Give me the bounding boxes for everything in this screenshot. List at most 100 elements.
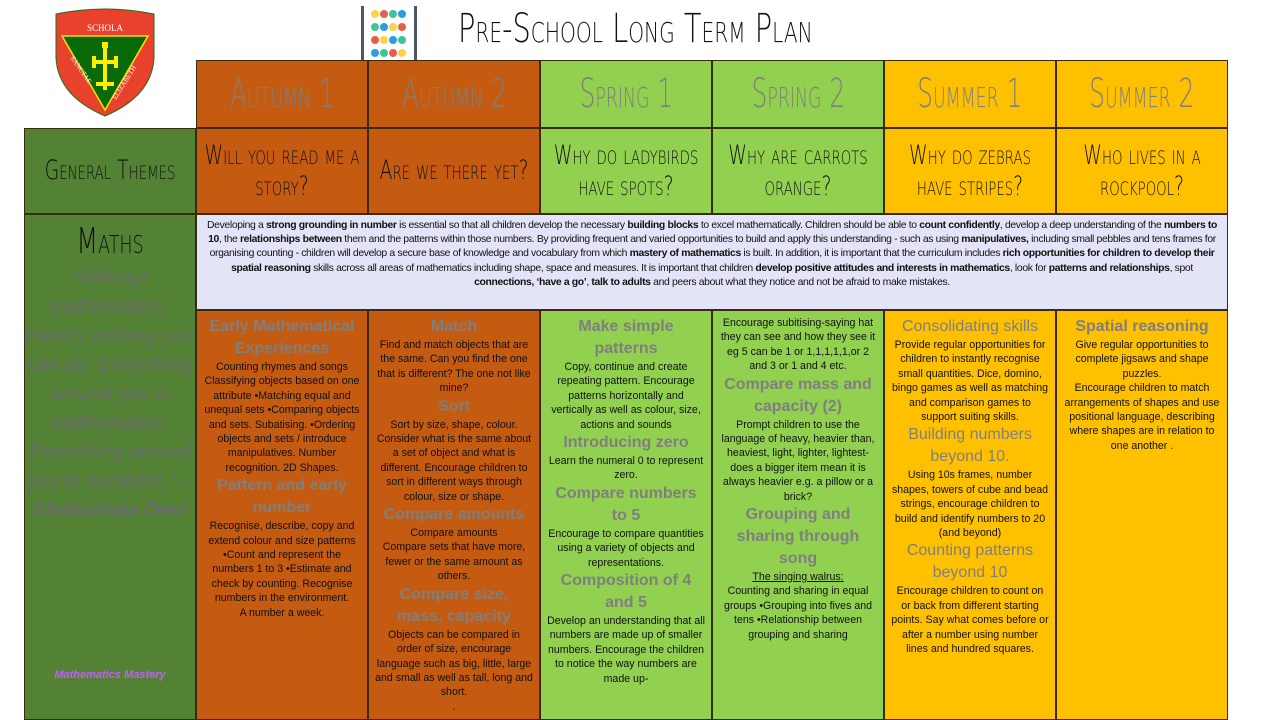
intro-segment: develop positive attitudes and interests… [755,262,1010,274]
intro-segment: is built. In addition, it is important t… [740,248,1003,260]
theme-cell: Are we there yet? [368,128,540,214]
maths-quote: “Without mathematics, there’s nothing yo… [25,264,195,525]
content-heading: Compare numbers to 5 [555,484,697,524]
intro-segment: relationships between [239,234,342,246]
intro-segment: strong grounding in number [266,220,397,231]
term-label: Autumn 1 [229,71,335,117]
theme-cell: Who lives in a rockpool? [1056,128,1228,214]
term-header: Summer 1 [884,60,1056,128]
content-text: Compare amounts [410,527,498,540]
maths-intro-paragraph: Developing a strong grounding in number … [196,214,1228,310]
theme-text: Why do ladybirds have spots? [553,139,699,202]
content-text: Sort by size, shape, colour. Consider wh… [376,418,532,503]
content-text: Prompt children to use the language of h… [721,418,875,503]
content-heading: Consolidating skills [901,318,1039,335]
intro-segment: building blocks [627,220,699,231]
intro-segment: including small pebbles and tens frames … [209,234,1217,260]
intro-segment: talk to adults [591,276,651,288]
theme-text: Will you read me a story? [204,139,360,202]
intro-segment: manipulatives, [961,234,1029,246]
content-heading: Pattern and early number [217,477,347,517]
term-label: Spring 2 [751,71,845,117]
intro-segment: connections, ‘have a go’ [474,276,587,288]
content-text: The singing walrus: [752,571,844,584]
content-text: A number a week. [239,606,325,619]
general-themes-label: General Themes [24,128,196,214]
svg-text:SCHOLA: SCHOLA [87,23,124,33]
maths-content-column: Spatial reasoning Give regular opportunit… [1056,310,1228,720]
intro-segment: Developing a [207,220,266,231]
content-text: Encourage children to match arrangements… [1064,382,1220,452]
content-text: Encourage to compare quantities using a … [548,527,704,569]
content-text: . [452,700,456,713]
theme-text: Why do zebras have stripes? [908,139,1031,202]
maths-content-column: Consolidating skills Provide regular oppo… [884,310,1056,720]
term-label: Summer 1 [917,71,1023,117]
content-heading: Compare amounts [383,506,525,524]
quote-author: Shakuntala Devi [32,499,188,521]
intro-segment: , develop a deep understanding of the [999,220,1164,231]
intro-segment: , look for [1009,262,1049,274]
content-text: Find and match objects that are the same… [377,339,531,395]
intro-segment: is essential so that all children develo… [396,220,628,231]
intro-segment: count confidently [919,220,1000,231]
intro-segment: and peers about what they notice and not… [650,276,950,288]
content-text: Develop an understanding that all number… [547,615,705,685]
content-heading: Introducing zero [563,434,689,452]
intro-segment: them and the patterns within those numbe… [341,234,962,246]
school-crest-icon: SCHOLA SANCTAE ELIZABETH [55,8,155,117]
term-header: Autumn 2 [368,60,540,128]
content-text: Using 10s frames, number shapes, towers … [891,469,1049,540]
content-heading: Compare size, mass, capacity [397,585,511,625]
content-heading: Counting patterns beyond 10 [906,542,1034,582]
content-heading: Match [430,318,478,335]
theme-cell: Why do zebras have stripes? [884,128,1056,214]
intro-segment: patterns and relationships [1048,262,1170,274]
maths-content-column: Make simple patterns Copy, continue and c… [540,310,712,720]
content-text: Encourage subitising-saying hat they can… [720,317,876,373]
content-text: Provide regular opportunities for childr… [891,339,1049,424]
intro-segment: to excel mathematically. Children should… [698,220,920,231]
content-heading: Composition of 4 and 5 [560,572,692,612]
intro-segment: rich opportunities for children to devel… [231,248,1215,274]
content-text: Compare sets that have more, fewer or th… [382,541,526,583]
maths-content-column: Match Find and match objects that are the… [368,310,540,720]
term-label: Autumn 2 [401,71,507,117]
page-title: Pre-School Long Term Plan [458,6,813,52]
term-header: Spring 1 [540,60,712,128]
theme-text: Who lives in a rockpool? [1083,139,1201,202]
term-header: Spring 2 [712,60,884,128]
mathematics-mastery-label: Mathematics Mastery [54,669,166,681]
content-text: Copy, continue and create repeating patt… [551,361,701,431]
content-heading: Building numbers beyond 10. [908,426,1032,466]
maths-content-column: Encourage subitising-saying hat they can… [712,310,884,720]
theme-cell: Why do ladybirds have spots? [540,128,712,214]
theme-text: Are we there yet? [379,155,529,187]
intro-segment: , spot [1169,262,1194,274]
content-text: Learn the numeral 0 to represent zero. [548,455,704,482]
term-header: Autumn 1 [196,60,368,128]
maths-content-column: Early Mathematical Experiences Counting r… [196,310,368,720]
content-heading: Grouping and sharing through song [736,506,860,568]
theme-cell: Why are carrots orange? [712,128,884,214]
content-heading: Compare mass and capacity (2) [724,375,872,415]
content-heading: Early Mathematical Experiences [209,318,355,357]
intro-segment: , [586,276,592,288]
content-heading: Spatial reasoning [1075,318,1209,335]
intro-segment: numbers to 10 [208,220,1218,246]
term-header: Summer 2 [1056,60,1228,128]
intro-segment: mastery of mathematics [629,248,742,260]
intro-segment: , the [218,234,240,246]
content-text: Objects can be compared in order of size… [375,628,533,699]
content-text: Recognise, describe, copy and extend col… [208,520,356,605]
term-label: Summer 2 [1089,71,1195,117]
intro-segment: skills across all areas of mathematics i… [310,262,756,274]
maths-sidebar: Maths “Without mathematics, there’s noth… [24,214,196,720]
content-heading: Make simple patterns [578,318,674,357]
term-label: Spring 1 [579,71,673,117]
content-text: Counting and sharing in equal groups •Gr… [724,585,872,641]
maths-label: Maths [76,221,144,262]
content-heading: Sort [438,397,470,415]
content-text: Give regular opportunities to complete j… [1075,339,1209,380]
theme-cell: Will you read me a story? [196,128,368,214]
